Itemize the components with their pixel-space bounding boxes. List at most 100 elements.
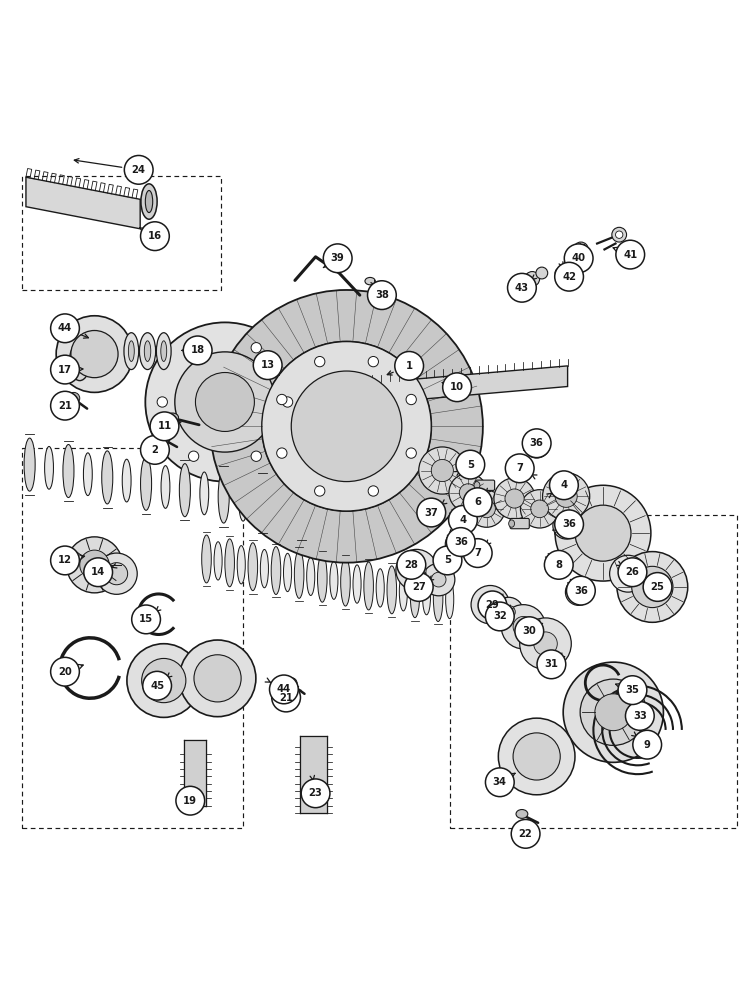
Text: 9: 9 <box>644 740 650 750</box>
Ellipse shape <box>387 566 396 614</box>
Text: 29: 29 <box>486 600 499 610</box>
Text: 11: 11 <box>157 421 171 431</box>
Circle shape <box>531 500 548 518</box>
Text: 10: 10 <box>450 382 464 392</box>
Text: 16: 16 <box>148 231 162 241</box>
Circle shape <box>443 373 472 402</box>
Circle shape <box>56 316 133 392</box>
Ellipse shape <box>260 549 268 588</box>
Ellipse shape <box>238 478 247 521</box>
Text: 22: 22 <box>519 829 532 839</box>
Ellipse shape <box>156 333 171 370</box>
Circle shape <box>563 662 663 762</box>
Circle shape <box>105 563 128 585</box>
Circle shape <box>417 498 446 527</box>
Text: 37: 37 <box>424 508 438 518</box>
Text: 36: 36 <box>453 537 468 547</box>
Circle shape <box>302 779 330 808</box>
Circle shape <box>481 596 499 613</box>
Ellipse shape <box>218 470 229 523</box>
Circle shape <box>285 678 297 689</box>
Circle shape <box>419 447 466 494</box>
Circle shape <box>189 451 199 461</box>
Circle shape <box>143 671 171 700</box>
Text: 33: 33 <box>633 711 647 721</box>
Circle shape <box>183 336 212 365</box>
Circle shape <box>550 471 578 500</box>
Ellipse shape <box>307 557 315 595</box>
Text: 19: 19 <box>183 796 197 806</box>
Circle shape <box>433 546 462 575</box>
Circle shape <box>617 552 688 622</box>
Ellipse shape <box>317 554 327 602</box>
Circle shape <box>486 768 514 797</box>
Circle shape <box>449 506 478 534</box>
Circle shape <box>616 240 644 269</box>
Circle shape <box>368 281 396 309</box>
Circle shape <box>513 733 560 780</box>
Circle shape <box>141 222 169 251</box>
Circle shape <box>423 563 455 596</box>
Circle shape <box>555 262 584 291</box>
Ellipse shape <box>200 472 209 515</box>
Circle shape <box>124 155 153 184</box>
Ellipse shape <box>44 446 53 489</box>
Text: 4: 4 <box>459 515 466 525</box>
Text: 7: 7 <box>517 463 523 473</box>
Circle shape <box>544 550 573 579</box>
Circle shape <box>580 679 647 745</box>
Ellipse shape <box>294 550 304 598</box>
Circle shape <box>513 616 534 637</box>
Circle shape <box>502 605 545 649</box>
Circle shape <box>575 505 631 561</box>
FancyBboxPatch shape <box>510 518 529 529</box>
Ellipse shape <box>277 485 287 528</box>
Text: 35: 35 <box>626 685 639 695</box>
Circle shape <box>145 322 305 482</box>
Text: 20: 20 <box>58 667 72 677</box>
Circle shape <box>368 356 378 367</box>
Ellipse shape <box>139 333 156 370</box>
Text: 17: 17 <box>58 365 72 375</box>
Circle shape <box>453 538 465 550</box>
Text: 23: 23 <box>308 788 323 798</box>
Circle shape <box>277 394 287 405</box>
Circle shape <box>626 702 654 730</box>
Circle shape <box>141 436 169 464</box>
Circle shape <box>141 658 186 703</box>
Text: 21: 21 <box>279 693 293 703</box>
Circle shape <box>174 352 275 452</box>
Circle shape <box>449 473 487 512</box>
Text: 8: 8 <box>555 560 562 570</box>
Circle shape <box>463 488 492 517</box>
Circle shape <box>50 546 80 575</box>
Circle shape <box>291 371 402 482</box>
Circle shape <box>555 485 651 581</box>
Circle shape <box>566 576 596 605</box>
Circle shape <box>156 431 169 445</box>
Circle shape <box>50 657 80 686</box>
Text: 31: 31 <box>544 659 559 669</box>
Circle shape <box>468 490 505 527</box>
Ellipse shape <box>271 547 280 594</box>
Ellipse shape <box>423 576 431 615</box>
Text: 44: 44 <box>277 684 291 694</box>
Circle shape <box>505 454 534 483</box>
Text: 25: 25 <box>650 582 665 592</box>
Ellipse shape <box>257 476 268 529</box>
Text: 14: 14 <box>91 567 105 577</box>
Circle shape <box>595 694 632 731</box>
Circle shape <box>515 617 544 646</box>
Ellipse shape <box>376 569 384 607</box>
Circle shape <box>555 485 578 507</box>
Ellipse shape <box>83 453 92 496</box>
Ellipse shape <box>317 491 325 534</box>
Text: 1: 1 <box>405 361 413 371</box>
Circle shape <box>407 560 426 580</box>
Polygon shape <box>372 366 568 403</box>
Circle shape <box>432 459 453 482</box>
Circle shape <box>610 555 647 592</box>
FancyBboxPatch shape <box>475 480 495 490</box>
Text: 36: 36 <box>562 519 576 529</box>
Ellipse shape <box>225 539 235 587</box>
